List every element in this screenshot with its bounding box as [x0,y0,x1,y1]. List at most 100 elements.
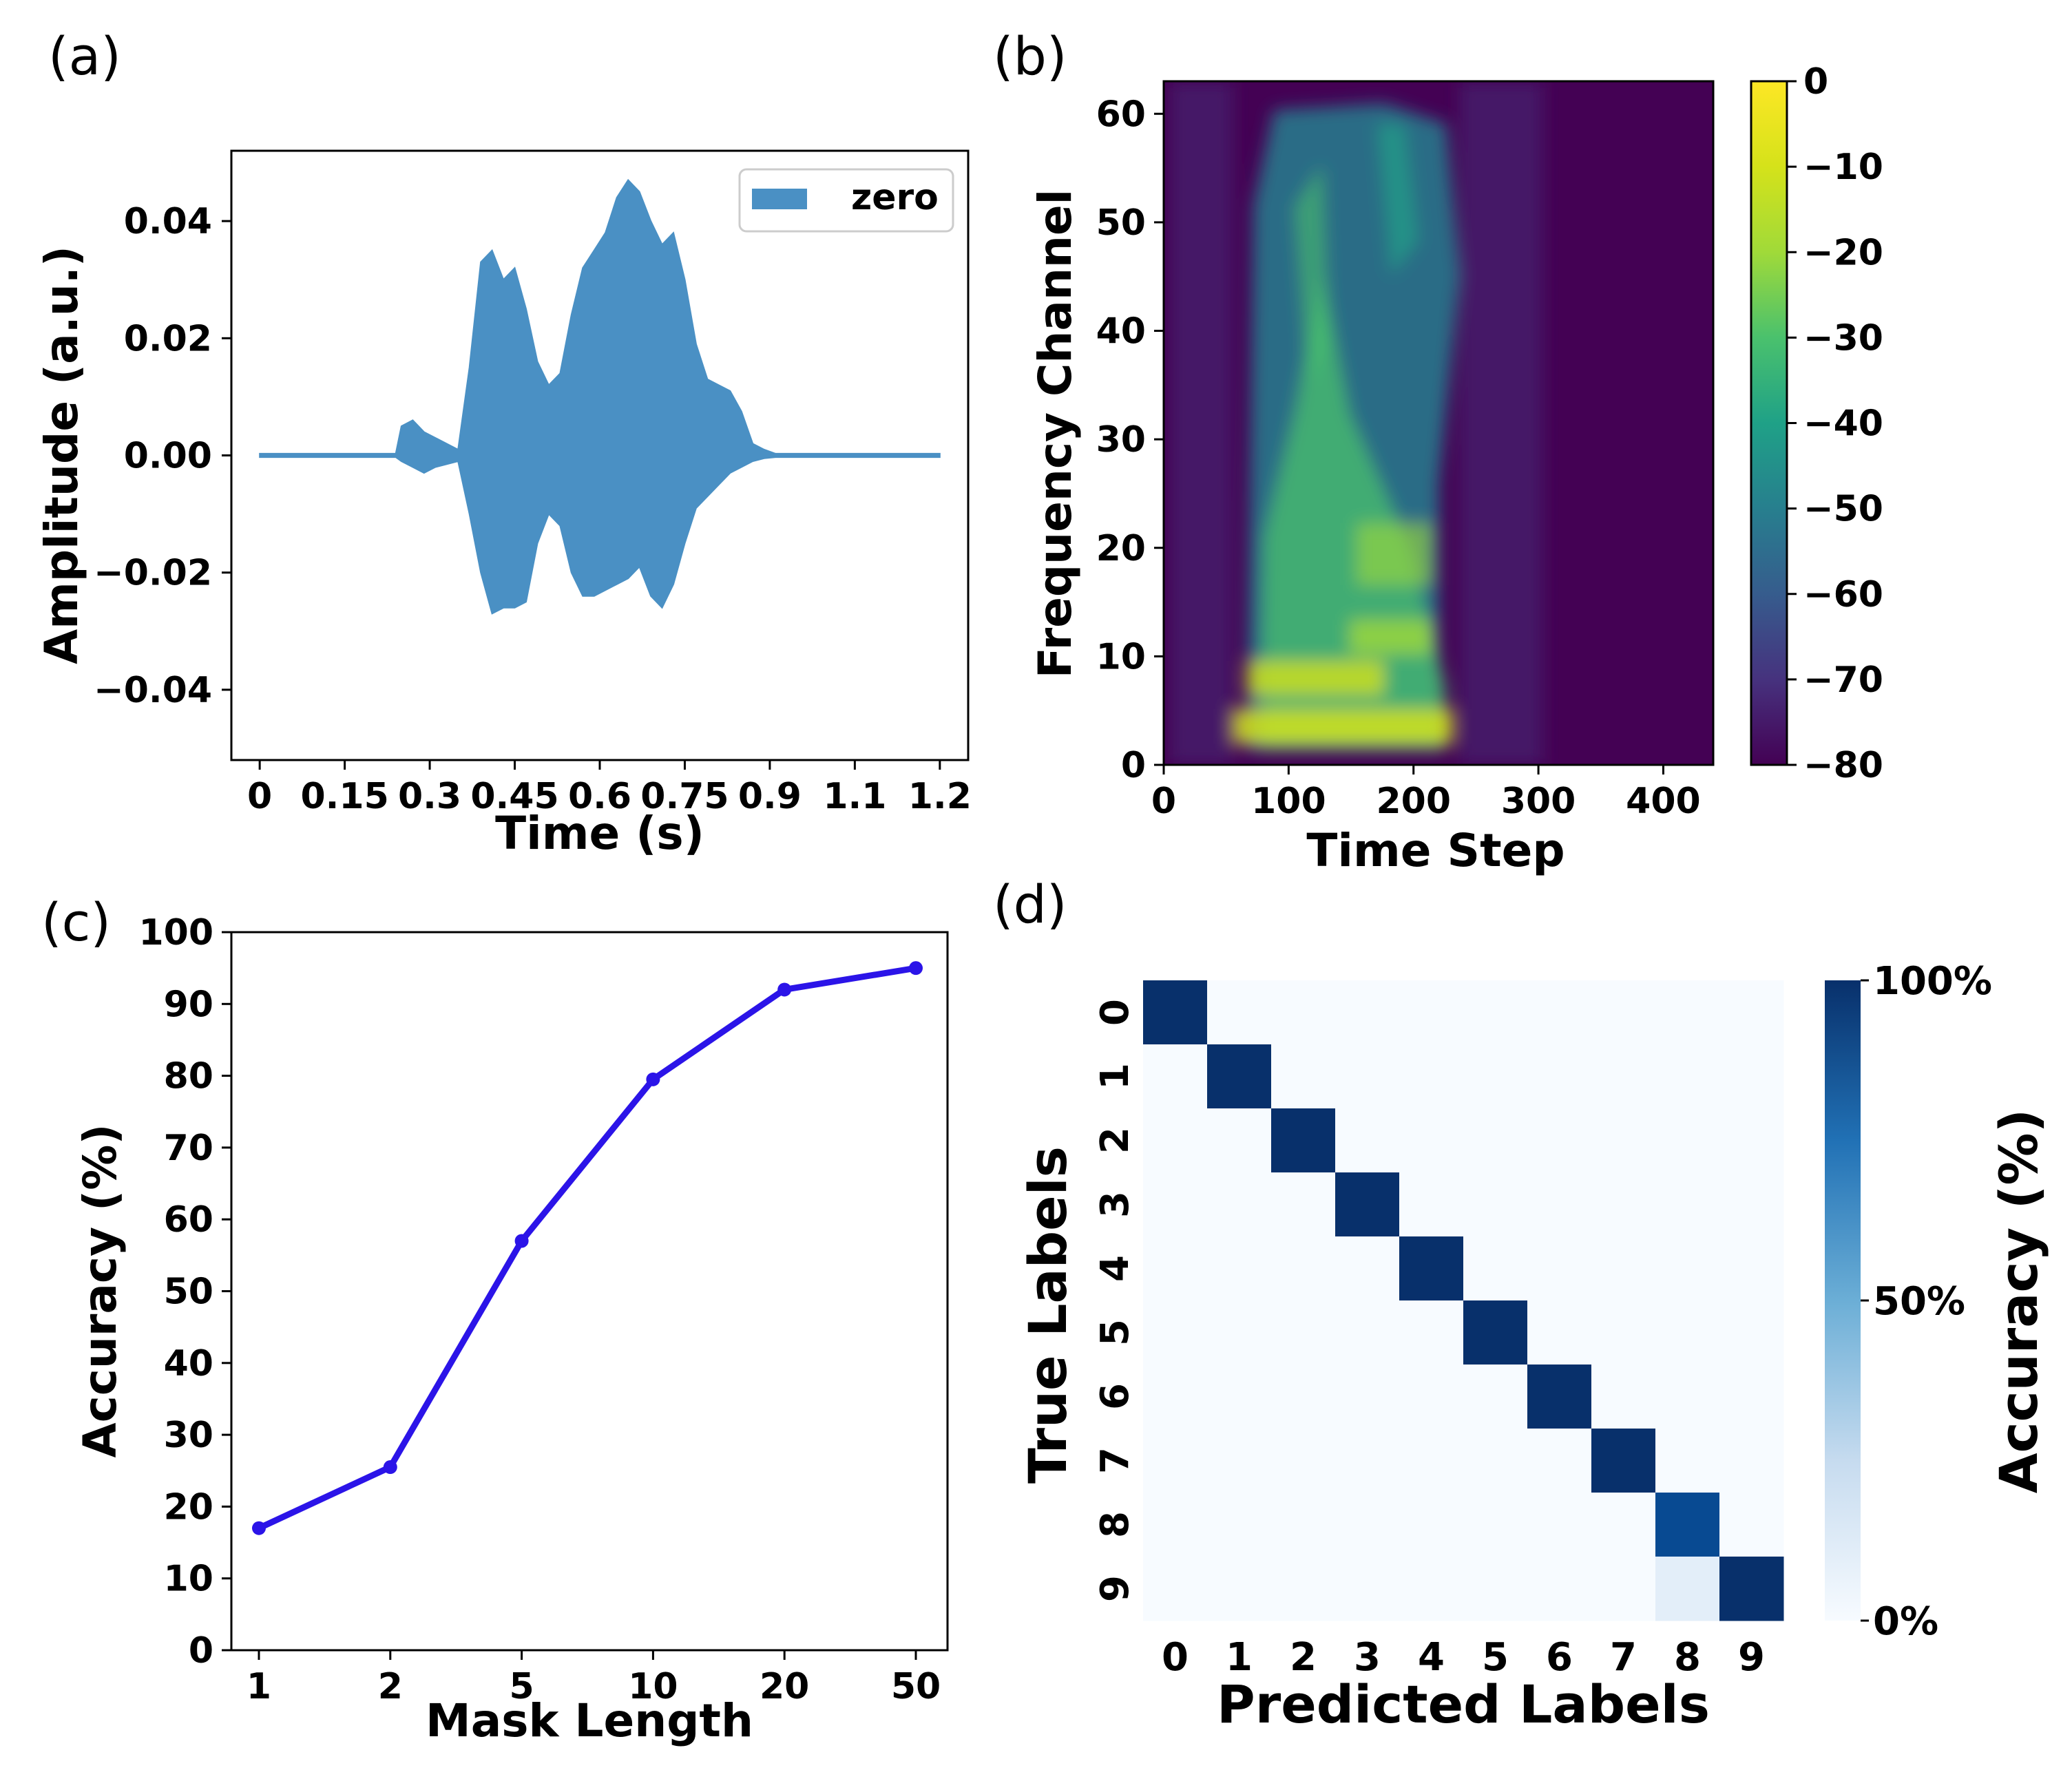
waveform-y-tick-label: 0.04 [124,201,212,242]
confusion-cell [1335,1429,1400,1493]
confusion-cell [1143,1557,1208,1621]
spectrogram-y-tick-label: 0 [1121,745,1146,786]
confusion-cell [1207,1429,1272,1493]
confusion-cell [1527,1300,1592,1365]
confusion-cell [1591,1172,1656,1237]
confusion-cell [1335,1236,1400,1301]
confusion-cell [1335,1172,1400,1237]
waveform-chart: 0 0.15 0.3 0.45 0.6 0.75 0.9 1.1 1.2 0.04 0.02 0.0… [35,149,972,860]
confusion-cell [1271,1108,1336,1173]
confusion-cell [1463,1172,1528,1237]
spectrogram-colorbar [1750,80,1788,766]
confusion-cell [1399,1236,1464,1301]
confusion-cell [1591,1365,1656,1429]
spectrogram-axes-frame [1162,80,1715,766]
confusion-cell [1207,1108,1272,1173]
confusion-cell [1719,1365,1784,1429]
waveform-x-tick-label: 0.75 [640,776,729,817]
spectrogram-noise-right [1460,83,1542,764]
panel-label-a: (a) [48,25,121,87]
confusion-y-tick-label: 6 [1093,1383,1138,1410]
accuracy-x-tick-label: 50 [891,1666,941,1707]
accuracy-y-tick-label: 40 [164,1343,213,1384]
accuracy-y-tick-label: 30 [164,1415,213,1456]
confusion-cell [1527,1236,1592,1301]
confusion-cell [1143,1172,1208,1237]
confusion-y-tick-label: 4 [1093,1255,1138,1282]
spectrogram-noise-left [1171,83,1233,764]
confusion-cell [1719,1429,1784,1493]
spectrogram-x-tick-label: 300 [1501,781,1576,822]
confusion-cell [1463,1557,1528,1621]
confusion-cell [1591,1300,1656,1365]
confusion-cell [1399,1429,1464,1493]
confusion-cell [1399,1172,1464,1237]
spectrogram-colorbar-tick-label: −70 [1803,660,1883,701]
confusion-cell [1463,1365,1528,1429]
accuracy-y-tick-label: 70 [164,1128,213,1169]
accuracy-y-tick-label: 50 [164,1272,213,1313]
spectrogram-colorbar-tick-label: −10 [1803,147,1883,188]
confusion-cell [1399,1557,1464,1621]
confusion-colorbar-tick-label: 0% [1873,1599,1938,1644]
spectrogram-x-tick-label: 100 [1251,781,1326,822]
accuracy-x-tick-label: 10 [628,1666,678,1707]
panel-label-b: (b) [993,25,1067,87]
confusion-colorbar-tick-label: 50% [1873,1279,1965,1324]
confusion-cell [1335,1365,1400,1429]
confusion-y-tick-label: 3 [1093,1191,1138,1218]
confusion-cell [1207,1300,1272,1365]
spectrogram-y-tick-label: 30 [1096,419,1146,461]
confusion-x-tick-label: 1 [1226,1635,1253,1680]
accuracy-line-chart: 0 10 20 30 40 50 60 70 80 90 100 1 2 5 10 20 50 Mask Le… [74,912,949,1747]
waveform-y-tick-label: −0.02 [94,553,212,594]
confusion-cell [1719,980,1784,1045]
confusion-y-tick-label: 7 [1093,1447,1138,1474]
confusion-cell [1527,1429,1592,1493]
spectrogram-y-tick-label: 40 [1096,311,1146,352]
confusion-cell [1207,980,1272,1045]
confusion-y-tick-label: 9 [1093,1575,1138,1602]
waveform-x-tick-label: 0.6 [568,776,631,817]
accuracy-x-tick-label: 2 [378,1666,403,1707]
accuracy-y-tick-label: 90 [164,984,213,1025]
confusion-cell [1527,980,1592,1045]
confusion-cell [1335,1300,1400,1365]
accuracy-point [646,1072,660,1086]
confusion-cell [1271,1493,1336,1557]
spectrogram-band-3 [1350,620,1432,654]
confusion-cell [1207,1236,1272,1301]
confusion-cell [1399,1365,1464,1429]
accuracy-point [777,982,792,997]
confusion-cell [1207,1172,1272,1237]
confusion-cell [1655,1429,1720,1493]
confusion-cell [1527,1044,1592,1109]
accuracy-y-tick-label: 0 [189,1630,213,1672]
spectrogram-colorbar-tick-label: −60 [1803,574,1883,615]
confusion-cell [1591,980,1656,1045]
confusion-y-label: True Labels [1017,1146,1078,1484]
confusion-cell [1591,1557,1656,1621]
waveform-x-tick-label: 0.9 [738,776,802,817]
confusion-y-tick-label: 8 [1093,1511,1138,1538]
accuracy-point [514,1234,529,1248]
confusion-x-tick-label: 7 [1610,1635,1637,1680]
accuracy-x-label: Mask Length [426,1694,753,1747]
confusion-cell [1719,1044,1784,1109]
spectrogram-y-tick-label: 20 [1096,528,1146,569]
confusion-cell [1399,1493,1464,1557]
confusion-y-tick-label: 0 [1093,999,1138,1026]
confusion-cell [1591,1108,1656,1173]
confusion-x-tick-label: 3 [1354,1635,1381,1680]
confusion-cell [1207,1365,1272,1429]
spectrogram-y-tick-label: 10 [1096,636,1146,677]
accuracy-y-tick-label: 60 [164,1199,213,1241]
confusion-colorbar [1825,980,1861,1621]
spectrogram-x-tick-label: 400 [1626,781,1701,822]
confusion-cell [1207,1493,1272,1557]
confusion-cell [1207,1557,1272,1621]
confusion-cell [1527,1108,1592,1173]
confusion-x-tick-label: 4 [1418,1635,1445,1680]
confusion-cell [1271,1557,1336,1621]
confusion-x-tick-label: 9 [1738,1635,1765,1680]
